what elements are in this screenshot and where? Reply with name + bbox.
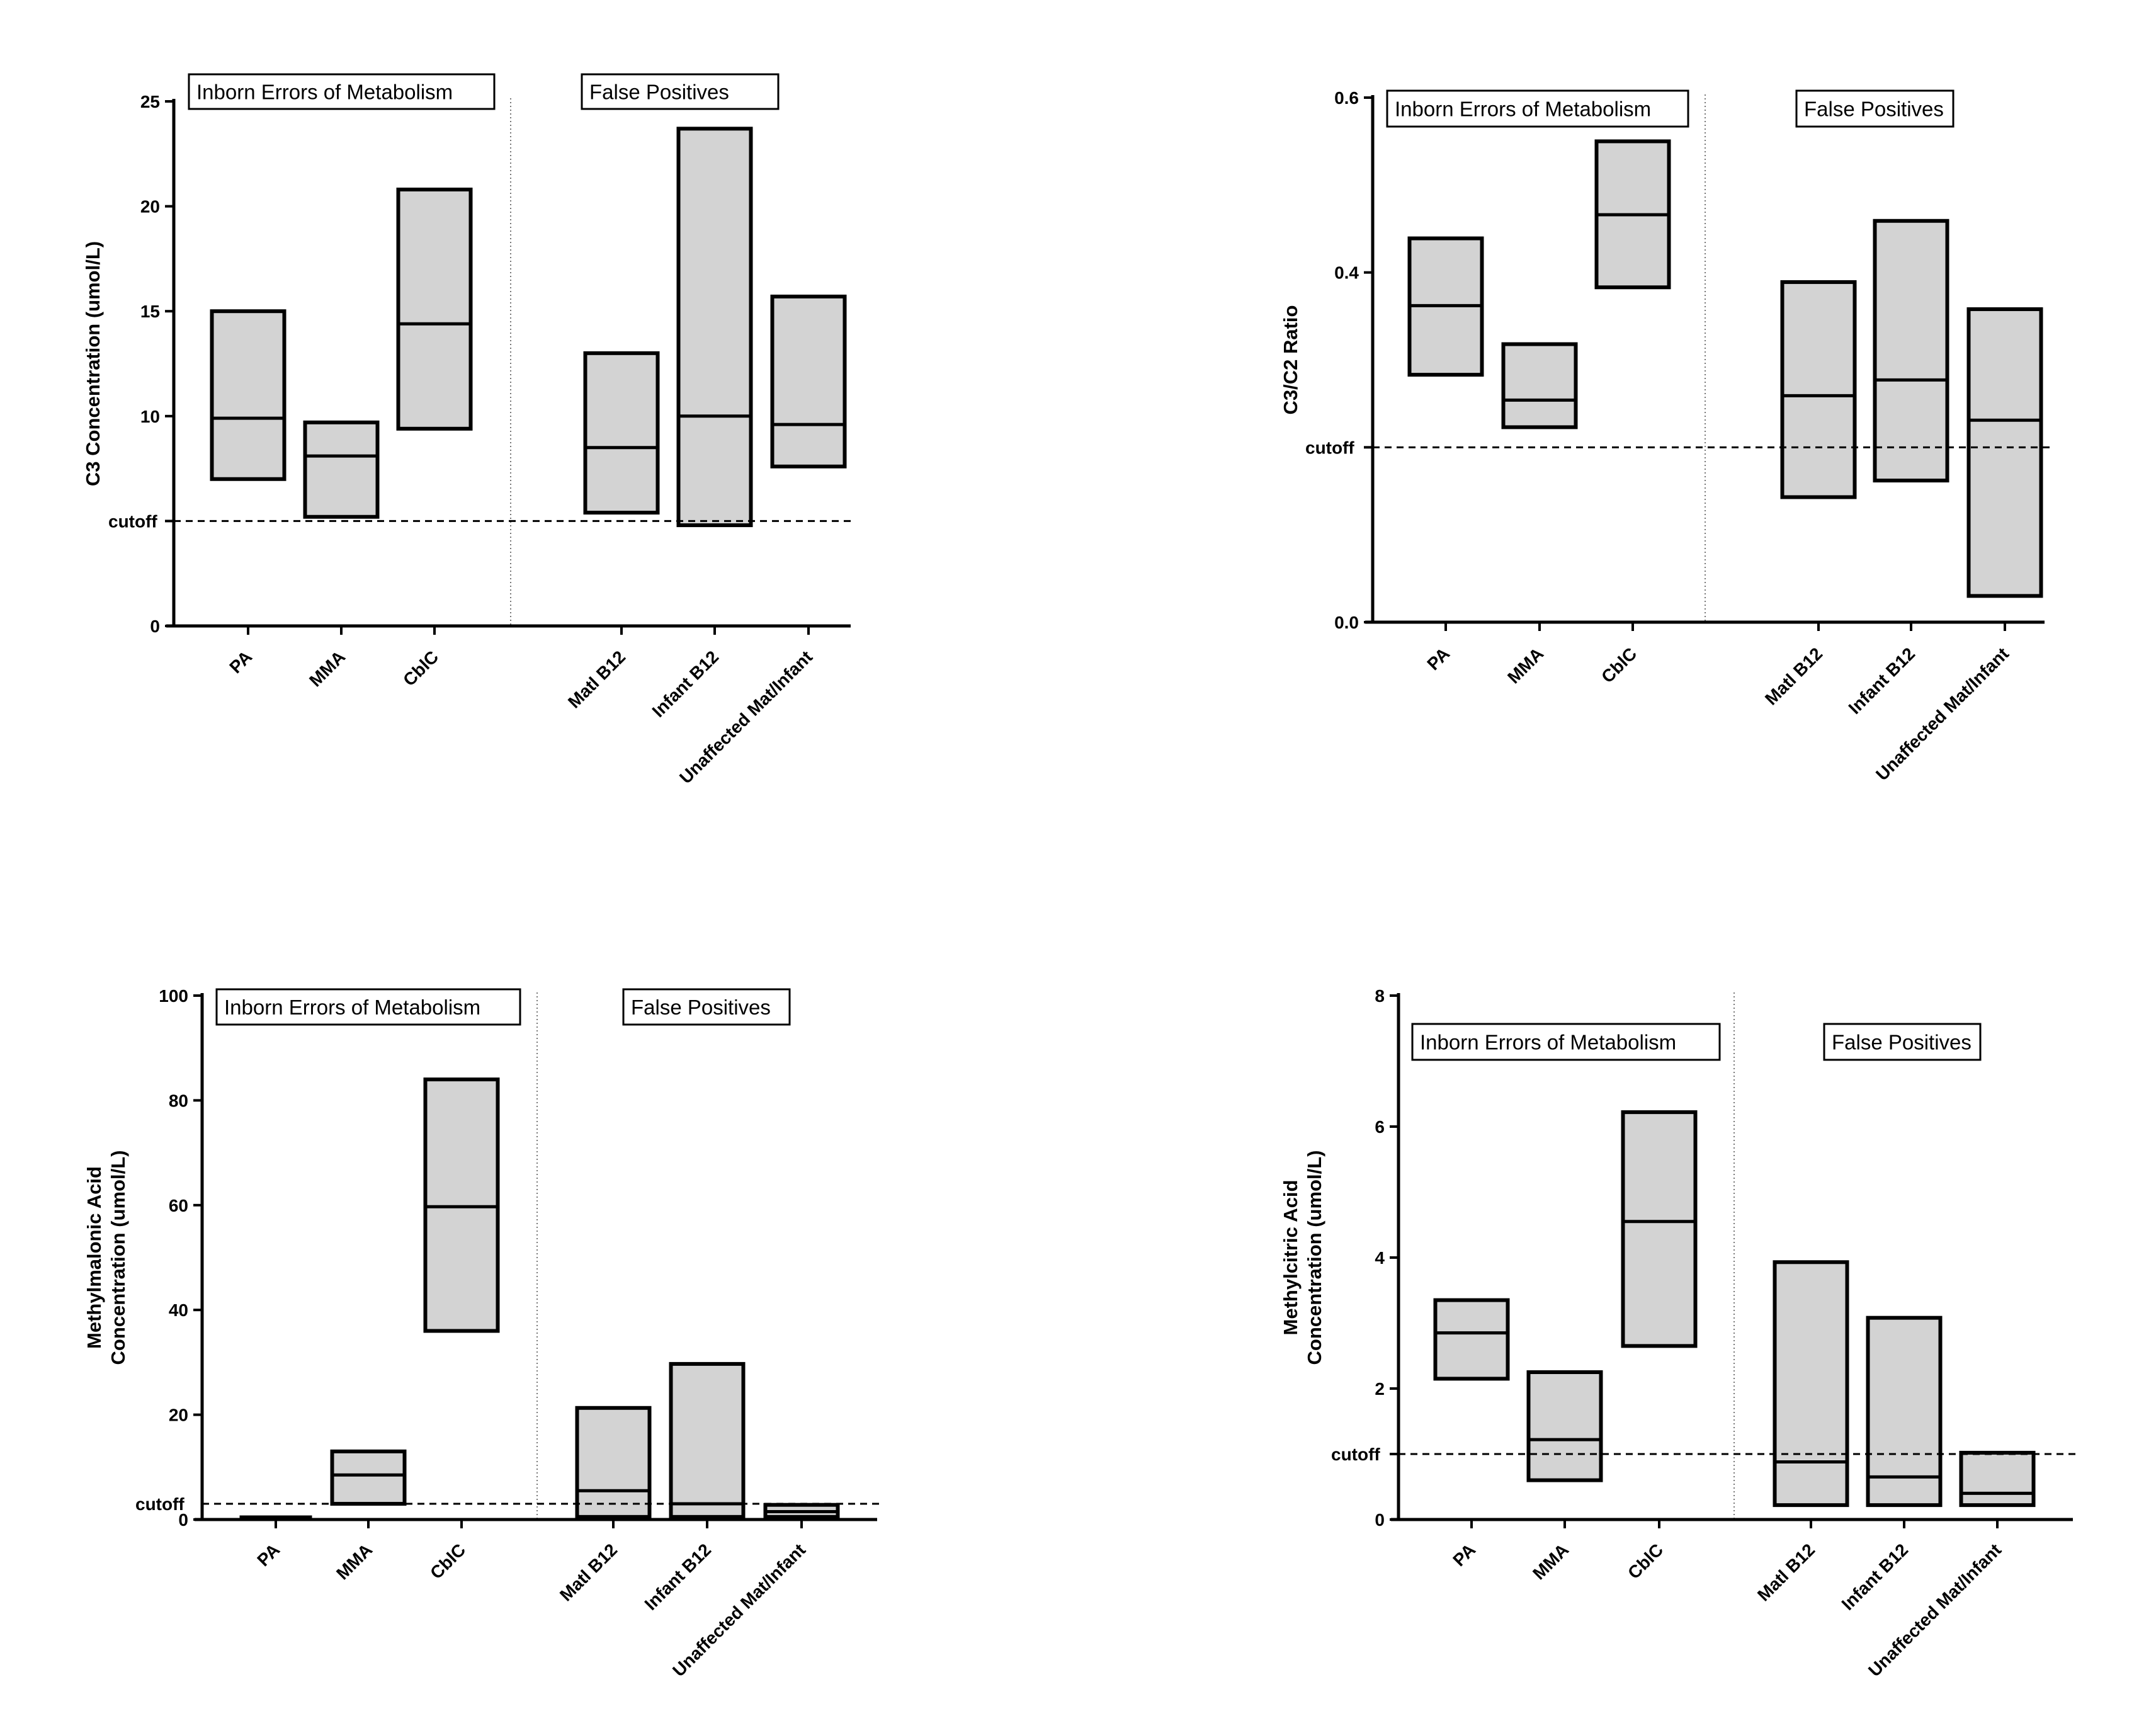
floating-bar-3 (396, 187, 473, 431)
group-label-text: Inborn Errors of Metabolism (1395, 98, 1651, 121)
bar-range (1966, 307, 2043, 598)
group-label-false-positives: False Positives (1823, 1023, 1982, 1061)
bar-range (1621, 1110, 1698, 1348)
bar-range (396, 187, 473, 431)
group-label-box (215, 988, 521, 1026)
chart-panel-2: Inborn Errors of Metabolism False Positiv… (1279, 88, 2050, 785)
group-label-text: False Positives (589, 81, 729, 104)
y-axis-title: Concentration (umol/L) (107, 1151, 129, 1365)
floating-bar-4 (575, 1406, 652, 1519)
y-axis-title: Methylcitric Acid (1279, 1180, 1302, 1336)
cutoff-label: cutoff (135, 1494, 184, 1514)
group-label-box (188, 73, 496, 110)
y-axis-title: Methylmalonic Acid (83, 1166, 105, 1349)
floating-bar-3 (423, 1077, 500, 1333)
group-label-false-positives: False Positives (1795, 89, 1955, 128)
floating-bar-3 (1621, 1110, 1698, 1348)
group-label-false-positives: False Positives (622, 988, 791, 1026)
y-tick-label: 100 (159, 986, 188, 1006)
cutoff-label: cutoff (1305, 438, 1354, 457)
bar-range (669, 1361, 746, 1519)
floating-bar-5 (1866, 1315, 1943, 1508)
floating-bar-2 (330, 1449, 407, 1506)
bar-range (575, 1406, 652, 1519)
y-tick-label: 0.6 (1334, 88, 1359, 108)
floating-bar-5 (1873, 219, 1949, 483)
y-tick-label: 4 (1375, 1248, 1385, 1268)
y-tick-label: 6 (1375, 1117, 1385, 1137)
group-label-text: False Positives (1832, 1031, 1972, 1054)
group-label-box (1823, 1023, 1982, 1061)
y-tick-label: 0.4 (1334, 263, 1359, 283)
floating-bar-4 (1773, 1260, 1849, 1508)
bar-range (1873, 219, 1949, 483)
y-tick-label: 25 (140, 92, 160, 111)
bar-range (583, 351, 660, 515)
y-axis-title: Concentration (umol/L) (1303, 1151, 1325, 1365)
group-label-text: Inborn Errors of Metabolism (224, 996, 480, 1019)
cutoff-label: cutoff (1331, 1445, 1380, 1464)
y-tick-label: 0.0 (1334, 613, 1359, 632)
y-tick-label: 0 (150, 616, 160, 636)
floating-bar-3 (1594, 139, 1671, 290)
y-tick-label: 40 (169, 1300, 188, 1320)
floating-bar-6 (763, 1503, 840, 1519)
bar-range (676, 127, 753, 528)
group-label-text: Inborn Errors of Metabolism (196, 81, 453, 104)
bar-range (330, 1449, 407, 1506)
bar-range (1501, 342, 1578, 429)
floating-bar-2 (1501, 342, 1578, 429)
bar-range (1526, 1370, 1603, 1482)
bar-range (1959, 1450, 2036, 1508)
group-label-box (1386, 89, 1689, 128)
group-label-box (1795, 89, 1955, 128)
y-tick-label: 10 (140, 407, 160, 426)
group-label-inborn-errors: Inborn Errors of Metabolism (1411, 1023, 1721, 1061)
y-tick-label: 20 (169, 1406, 188, 1425)
y-axis-title: C3/C2 Ratio (1279, 305, 1302, 415)
bar-range (1433, 1298, 1510, 1381)
floating-bar-2 (303, 420, 380, 519)
group-label-text: False Positives (631, 996, 771, 1019)
y-axis-title: C3 Concentration (umol/L) (82, 241, 104, 486)
floating-bar-6 (1966, 307, 2043, 598)
y-tick-label: 15 (140, 302, 160, 321)
bar-range (1773, 1260, 1849, 1508)
y-tick-label: 80 (169, 1091, 188, 1110)
floating-bar-1 (1407, 236, 1484, 377)
floating-bar-2 (1526, 1370, 1603, 1482)
group-label-box (581, 73, 780, 110)
group-label-inborn-errors: Inborn Errors of Metabolism (215, 988, 521, 1026)
y-tick-label: 8 (1375, 986, 1385, 1006)
floating-bar-6 (1959, 1450, 2036, 1508)
group-label-box (622, 988, 791, 1026)
bar-range (1866, 1315, 1943, 1508)
group-label-text: Inborn Errors of Metabolism (1420, 1031, 1676, 1054)
floating-bar-6 (770, 294, 847, 469)
bar-range (770, 294, 847, 469)
floating-bar-4 (1780, 280, 1857, 499)
group-label-inborn-errors: Inborn Errors of Metabolism (1386, 89, 1689, 128)
floating-bar-1 (1433, 1298, 1510, 1381)
bar-range (210, 309, 287, 481)
bar-range (303, 420, 380, 519)
floating-bar-5 (676, 127, 753, 528)
floating-bar-5 (669, 1361, 746, 1519)
floating-bar-4 (583, 351, 660, 515)
y-tick-label: 60 (169, 1196, 188, 1215)
group-label-false-positives: False Positives (581, 73, 780, 110)
y-tick-label: 20 (140, 197, 160, 217)
y-tick-label: 2 (1375, 1379, 1385, 1399)
y-tick-label: 0 (1375, 1510, 1385, 1530)
group-label-box (1411, 1023, 1721, 1061)
group-label-inborn-errors: Inborn Errors of Metabolism (188, 73, 496, 110)
floating-bar-1 (210, 309, 287, 481)
y-tick-label: 0 (178, 1510, 188, 1530)
bar-range (1780, 280, 1857, 499)
cutoff-label: cutoff (108, 511, 157, 531)
group-label-text: False Positives (1804, 98, 1944, 121)
